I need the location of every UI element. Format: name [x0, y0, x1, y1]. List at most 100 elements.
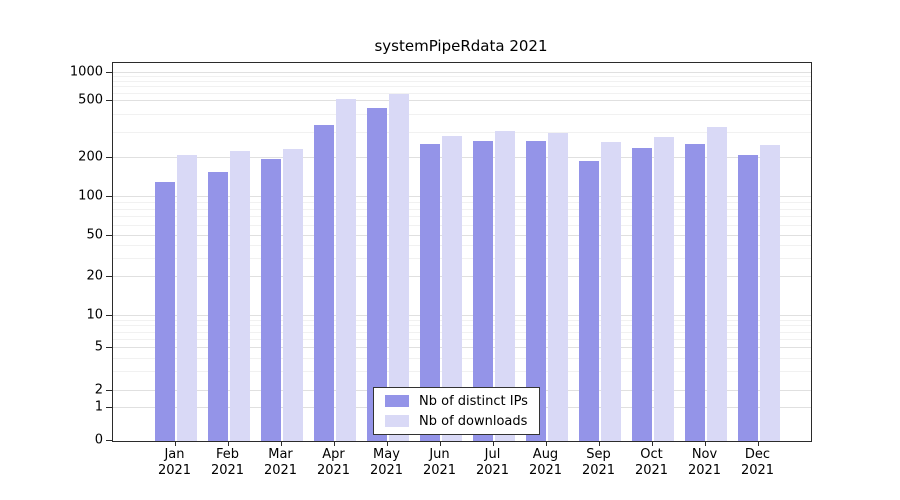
gridline: [113, 216, 811, 218]
gridline: [113, 319, 811, 321]
x-tick-label: Apr 2021: [316, 447, 351, 478]
bar-distinct-ips-jun: [419, 144, 440, 441]
y-tick-label: 0: [94, 432, 103, 448]
y-tick-label: 5: [94, 339, 103, 355]
bar-distinct-ips-sep: [578, 160, 599, 441]
x-tick-mark: [227, 442, 229, 446]
bar-downloads-jan: [176, 155, 197, 441]
bar-distinct-ips-dec: [737, 155, 758, 441]
bar-downloads-mar: [282, 149, 303, 441]
legend-label-distinct-ips: Nb of distinct IPs: [419, 393, 528, 409]
legend-label-downloads: Nb of downloads: [419, 413, 528, 429]
bar-downloads-dec: [759, 145, 780, 441]
y-tick-label: 100: [78, 188, 103, 204]
bar-downloads-may: [388, 94, 409, 441]
x-tick-label: May 2021: [369, 447, 404, 478]
x-axis-labels: Jan 2021 Feb 2021 Mar 2021 Apr 2021 May 2021…: [112, 447, 810, 487]
legend-swatch-distinct-ips: [385, 395, 409, 407]
y-tick-mark: [106, 440, 112, 441]
gridline: [113, 157, 811, 158]
bar-distinct-ips-jan: [154, 182, 175, 441]
gridline: [113, 100, 811, 101]
gridline: [113, 72, 811, 73]
y-tick-mark: [106, 235, 112, 236]
y-tick-mark: [106, 276, 112, 277]
y-tick-label: 1: [94, 399, 103, 415]
gridline: [113, 325, 811, 327]
bar-distinct-ips-nov: [684, 144, 705, 441]
gridline: [113, 201, 811, 203]
x-tick-mark: [598, 442, 600, 446]
gridline: [113, 371, 811, 372]
gridline: [113, 92, 811, 94]
bar-distinct-ips-mar: [260, 159, 281, 441]
y-tick-mark: [106, 72, 112, 73]
x-tick-label: Mar 2021: [263, 447, 298, 478]
y-tick-mark: [106, 347, 112, 348]
x-tick-mark: [545, 442, 547, 446]
legend-item-downloads: Nb of downloads: [385, 413, 528, 429]
gridline: [113, 224, 811, 226]
gridline: [113, 208, 811, 210]
x-axis-tick-marks: [112, 442, 810, 447]
x-tick-mark: [386, 442, 388, 446]
x-tick-mark: [757, 442, 759, 446]
y-tick-mark: [106, 100, 112, 101]
bar-distinct-ips-jul: [472, 140, 493, 441]
gridline: [113, 315, 811, 316]
bar-downloads-jul: [494, 130, 515, 441]
y-tick-label: 200: [78, 149, 103, 165]
gridline: [113, 331, 811, 333]
chart-title: systemPipeRdata 2021: [374, 37, 548, 55]
plot-area: Nb of distinct IPs Nb of downloads: [112, 62, 812, 442]
gridline: [113, 347, 811, 348]
y-tick-mark: [106, 315, 112, 316]
y-axis-tick-marks: [106, 0, 112, 500]
x-tick-label: Sep 2021: [581, 447, 616, 478]
bar-distinct-ips-oct: [631, 148, 652, 441]
y-axis-labels: 0 1 2 5 10 20 50 100 200 500 1000: [0, 0, 103, 500]
bar-distinct-ips-apr: [313, 125, 334, 441]
x-tick-mark: [174, 442, 176, 446]
gridline: [113, 196, 811, 197]
x-tick-label: Nov 2021: [687, 447, 722, 478]
y-tick-mark: [106, 407, 112, 408]
x-tick-mark: [333, 442, 335, 446]
legend-swatch-downloads: [385, 415, 409, 427]
gridline: [113, 131, 811, 133]
x-tick-label: Oct 2021: [634, 447, 669, 478]
bar-downloads-oct: [653, 137, 674, 441]
gridline: [113, 113, 811, 115]
x-tick-mark: [492, 442, 494, 446]
y-tick-label: 50: [86, 227, 103, 243]
gridline: [113, 257, 811, 259]
gridline: [113, 338, 811, 340]
x-tick-label: Dec 2021: [740, 447, 775, 478]
gridline: [113, 81, 811, 82]
gridline: [113, 235, 811, 236]
x-tick-label: Jul 2021: [475, 447, 510, 478]
bar-distinct-ips-aug: [525, 140, 546, 441]
gridline: [113, 357, 811, 359]
y-tick-mark: [106, 390, 112, 391]
x-tick-mark: [704, 442, 706, 446]
bar-downloads-aug: [547, 132, 568, 441]
bar-distinct-ips-feb: [207, 172, 228, 441]
bar-distinct-ips-may: [366, 107, 387, 441]
gridline: [113, 86, 811, 88]
y-tick-mark: [106, 157, 112, 158]
bar-downloads-nov: [706, 126, 727, 441]
y-tick-mark: [106, 196, 112, 197]
x-tick-mark: [439, 442, 441, 446]
y-tick-label: 2: [94, 382, 103, 398]
bar-downloads-apr: [335, 99, 356, 441]
bar-downloads-jun: [441, 136, 462, 441]
gridline: [113, 276, 811, 277]
x-tick-label: Jun 2021: [422, 447, 457, 478]
y-tick-label: 500: [78, 92, 103, 108]
gridline: [113, 76, 811, 78]
x-tick-label: Aug 2021: [528, 447, 563, 478]
x-tick-mark: [651, 442, 653, 446]
legend: Nb of distinct IPs Nb of downloads: [373, 387, 540, 435]
